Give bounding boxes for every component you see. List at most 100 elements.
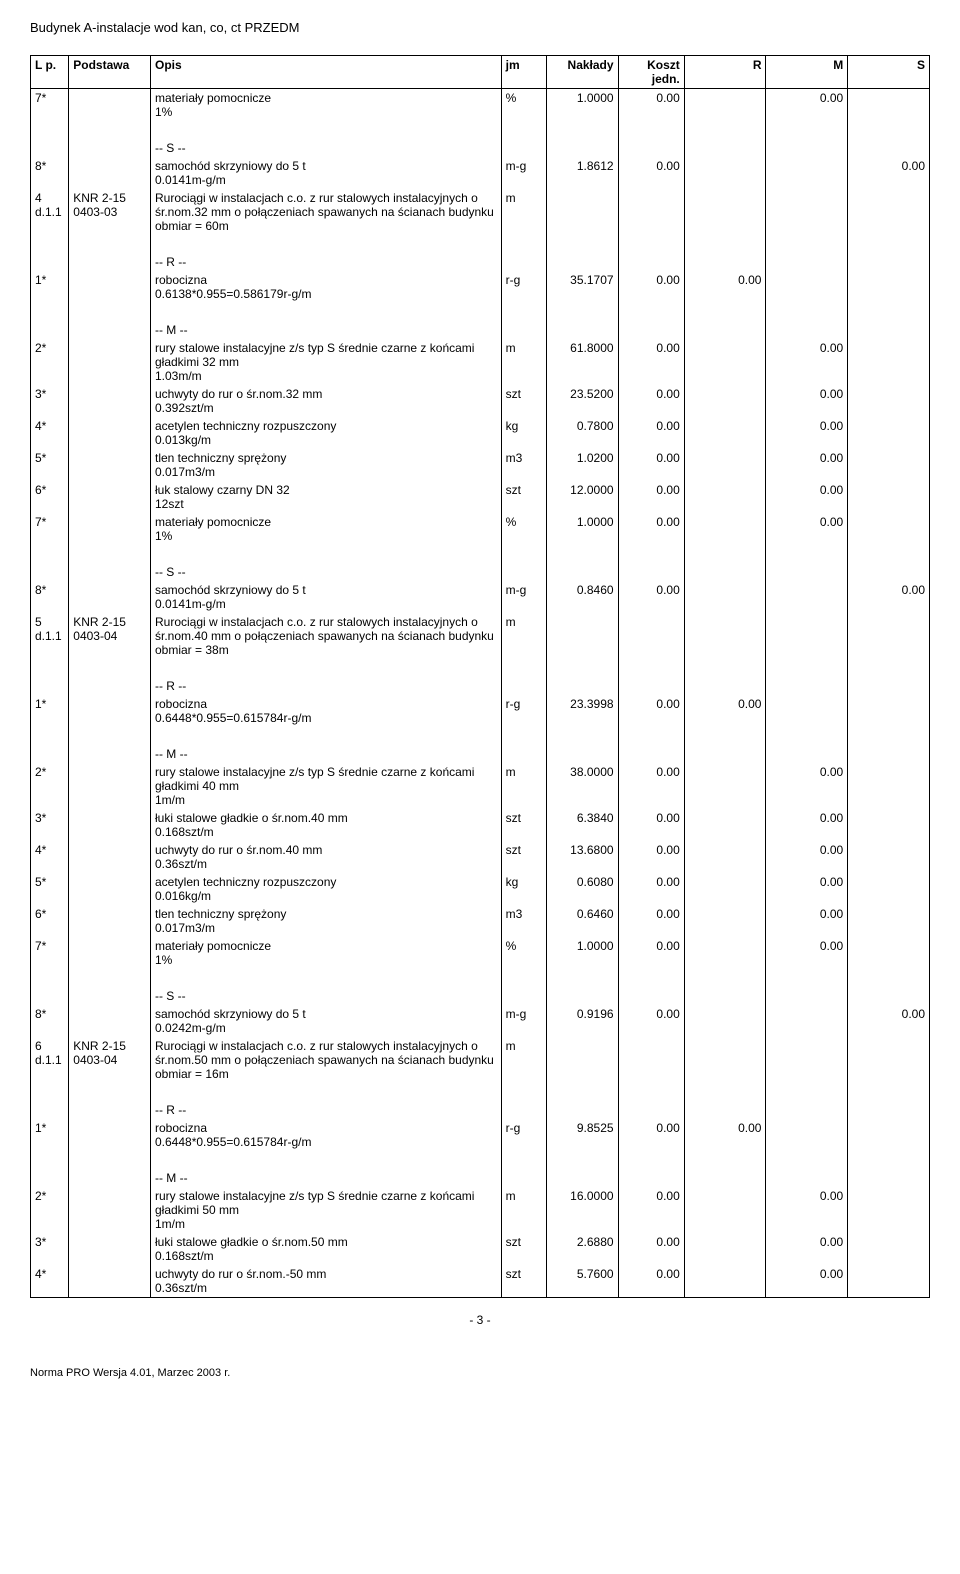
table-cell (848, 695, 930, 727)
table-cell (547, 303, 618, 321)
table-cell: 12.0000 (547, 481, 618, 513)
table-cell (501, 1169, 547, 1187)
table-cell: 13.6800 (547, 841, 618, 873)
table-cell (848, 745, 930, 763)
table-cell (684, 677, 766, 695)
table-cell: 0.00 (618, 763, 684, 809)
table-cell: acetylen techniczny rozpuszczony0.016kg/… (150, 873, 501, 905)
table-cell (69, 727, 151, 745)
table-cell: 61.8000 (547, 339, 618, 385)
table-cell (848, 987, 930, 1005)
table-cell: 38.0000 (547, 763, 618, 809)
table-cell (684, 1101, 766, 1119)
table-cell (618, 1151, 684, 1169)
table-cell (547, 987, 618, 1005)
table-cell: m (501, 763, 547, 809)
table-cell (501, 659, 547, 677)
table-cell (766, 987, 848, 1005)
th-r: R (684, 56, 766, 89)
table-row: 6 d.1.1KNR 2-15 0403-04Rurociągi w insta… (31, 1037, 930, 1083)
table-cell: m (501, 189, 547, 235)
table-row: -- S -- (31, 563, 930, 581)
table-cell: rury stalowe instalacyjne z/s typ S śred… (150, 339, 501, 385)
table-cell: szt (501, 1233, 547, 1265)
table-cell: łuki stalowe gładkie o śr.nom.50 mm0.168… (150, 1233, 501, 1265)
table-row: 1* robocizna0.6448*0.955=0.615784r-g/mr-… (31, 1119, 930, 1151)
table-cell (766, 121, 848, 139)
table-row: -- M -- (31, 1169, 930, 1187)
table-cell (501, 321, 547, 339)
table-cell: 1.8612 (547, 157, 618, 189)
table-cell (684, 189, 766, 235)
table-cell: 3* (31, 1233, 69, 1265)
table-cell: 0.00 (684, 695, 766, 727)
table-cell: m (501, 613, 547, 659)
table-cell (848, 139, 930, 157)
th-s: S (848, 56, 930, 89)
table-cell (69, 417, 151, 449)
table-row: 7* materiały pomocnicze1%%1.00000.00 0.0… (31, 89, 930, 122)
table-cell (684, 1233, 766, 1265)
table-cell (501, 1151, 547, 1169)
table-row: 4* acetylen techniczny rozpuszczony0.013… (31, 417, 930, 449)
table-cell (69, 303, 151, 321)
table-row: 4* uchwyty do rur o śr.nom.40 mm0.36szt/… (31, 841, 930, 873)
table-cell (69, 449, 151, 481)
table-cell (684, 581, 766, 613)
table-cell (684, 969, 766, 987)
table-cell (618, 139, 684, 157)
table-cell (31, 253, 69, 271)
table-cell: 23.5200 (547, 385, 618, 417)
table-cell (684, 1037, 766, 1083)
table-cell: 1.0000 (547, 89, 618, 122)
table-cell: 0.00 (618, 481, 684, 513)
table-row (31, 969, 930, 987)
table-cell (618, 563, 684, 581)
table-cell (684, 563, 766, 581)
table-cell (618, 987, 684, 1005)
table-cell (684, 253, 766, 271)
table-cell: 0.00 (618, 1233, 684, 1265)
table-cell (69, 563, 151, 581)
table-cell (766, 1169, 848, 1187)
table-cell: materiały pomocnicze1% (150, 937, 501, 969)
table-cell: 6.3840 (547, 809, 618, 841)
th-naklady: Nakłady (547, 56, 618, 89)
table-cell: 4* (31, 417, 69, 449)
table-cell (618, 745, 684, 763)
table-row (31, 545, 930, 563)
table-cell: 3* (31, 809, 69, 841)
table-cell (684, 449, 766, 481)
table-cell (848, 563, 930, 581)
table-cell (766, 235, 848, 253)
table-cell: uchwyty do rur o śr.nom.40 mm0.36szt/m (150, 841, 501, 873)
table-cell (848, 417, 930, 449)
table-row: 6* łuk stalowy czarny DN 3212sztszt12.00… (31, 481, 930, 513)
table-cell: 0.00 (766, 1187, 848, 1233)
table-row: -- R -- (31, 253, 930, 271)
table-cell (547, 321, 618, 339)
table-cell (69, 969, 151, 987)
table-cell (766, 189, 848, 235)
table-cell (684, 613, 766, 659)
table-cell: 4* (31, 841, 69, 873)
table-cell: 0.00 (618, 1187, 684, 1233)
table-cell (684, 987, 766, 1005)
table-cell (547, 1083, 618, 1101)
table-cell (848, 1265, 930, 1298)
table-cell (848, 677, 930, 695)
table-cell: 0.00 (766, 449, 848, 481)
table-cell (618, 659, 684, 677)
table-cell: 8* (31, 157, 69, 189)
table-cell (684, 727, 766, 745)
table-cell: kg (501, 873, 547, 905)
table-cell (69, 545, 151, 563)
table-cell: 0.00 (848, 581, 930, 613)
table-cell: 1.0000 (547, 937, 618, 969)
table-cell (547, 1037, 618, 1083)
table-cell (684, 905, 766, 937)
table-cell (848, 513, 930, 545)
table-cell (150, 545, 501, 563)
table-row: 4* uchwyty do rur o śr.nom.-50 mm0.36szt… (31, 1265, 930, 1298)
table-cell: Rurociągi w instalacjach c.o. z rur stal… (150, 189, 501, 235)
